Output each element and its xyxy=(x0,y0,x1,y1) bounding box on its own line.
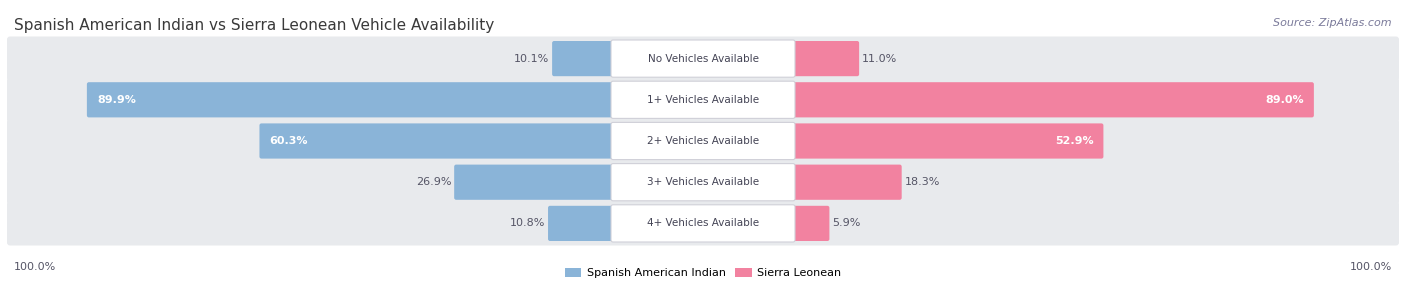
Text: 18.3%: 18.3% xyxy=(904,177,941,187)
FancyBboxPatch shape xyxy=(7,160,1399,204)
Text: 3+ Vehicles Available: 3+ Vehicles Available xyxy=(647,177,759,187)
Text: 100.0%: 100.0% xyxy=(14,262,56,272)
FancyBboxPatch shape xyxy=(7,201,1399,245)
FancyBboxPatch shape xyxy=(792,123,1104,159)
FancyBboxPatch shape xyxy=(792,206,830,241)
FancyBboxPatch shape xyxy=(792,41,859,76)
Text: 5.9%: 5.9% xyxy=(832,219,860,229)
FancyBboxPatch shape xyxy=(792,82,1313,117)
FancyBboxPatch shape xyxy=(612,122,794,160)
FancyBboxPatch shape xyxy=(553,41,614,76)
FancyBboxPatch shape xyxy=(7,37,1399,81)
FancyBboxPatch shape xyxy=(548,206,614,241)
Text: Source: ZipAtlas.com: Source: ZipAtlas.com xyxy=(1274,18,1392,28)
Text: 10.8%: 10.8% xyxy=(509,219,546,229)
FancyBboxPatch shape xyxy=(612,205,794,242)
Text: 89.9%: 89.9% xyxy=(97,95,136,105)
Text: No Vehicles Available: No Vehicles Available xyxy=(648,53,758,63)
FancyBboxPatch shape xyxy=(454,165,614,200)
FancyBboxPatch shape xyxy=(87,82,614,117)
FancyBboxPatch shape xyxy=(260,123,614,159)
Text: 1+ Vehicles Available: 1+ Vehicles Available xyxy=(647,95,759,105)
Legend: Spanish American Indian, Sierra Leonean: Spanish American Indian, Sierra Leonean xyxy=(562,266,844,281)
Text: 2+ Vehicles Available: 2+ Vehicles Available xyxy=(647,136,759,146)
Text: 26.9%: 26.9% xyxy=(416,177,451,187)
FancyBboxPatch shape xyxy=(7,78,1399,122)
Text: 10.1%: 10.1% xyxy=(513,53,550,63)
FancyBboxPatch shape xyxy=(7,119,1399,163)
Text: Spanish American Indian vs Sierra Leonean Vehicle Availability: Spanish American Indian vs Sierra Leonea… xyxy=(14,18,495,33)
Text: 89.0%: 89.0% xyxy=(1265,95,1303,105)
Text: 60.3%: 60.3% xyxy=(270,136,308,146)
Text: 52.9%: 52.9% xyxy=(1054,136,1094,146)
FancyBboxPatch shape xyxy=(792,165,901,200)
Text: 4+ Vehicles Available: 4+ Vehicles Available xyxy=(647,219,759,229)
Text: 100.0%: 100.0% xyxy=(1350,262,1392,272)
Text: 11.0%: 11.0% xyxy=(862,53,897,63)
FancyBboxPatch shape xyxy=(612,40,794,77)
FancyBboxPatch shape xyxy=(612,81,794,118)
FancyBboxPatch shape xyxy=(612,164,794,201)
